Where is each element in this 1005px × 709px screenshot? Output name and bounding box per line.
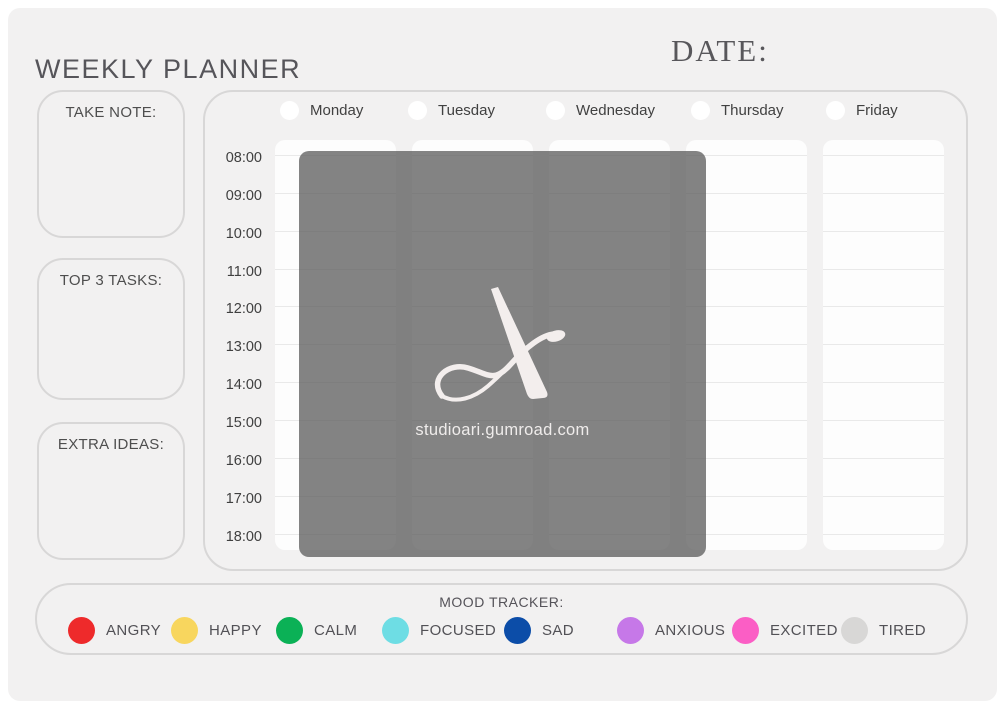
hour-row-line xyxy=(686,382,807,384)
hour-row-line xyxy=(823,192,944,194)
hour-row-line xyxy=(823,155,944,156)
mood-label: FOCUSED xyxy=(420,622,497,639)
sidebar-box-take-note[interactable]: TAKE NOTE: xyxy=(37,90,185,238)
time-label: 15:00 xyxy=(225,414,262,431)
hour-row-line xyxy=(823,382,944,384)
hour-row-line xyxy=(686,306,807,308)
mood-label: SAD xyxy=(542,622,575,639)
mood-item-anxious: ANXIOUS xyxy=(617,617,725,644)
day-label: Thursday xyxy=(721,102,784,119)
sidebar-box-label: TOP 3 TASKS: xyxy=(59,272,163,289)
hour-row-line xyxy=(823,533,944,535)
time-label: 18:00 xyxy=(225,528,262,545)
mood-dot-calm[interactable] xyxy=(276,617,303,644)
time-label: 11:00 xyxy=(226,263,262,280)
mood-label: ANXIOUS xyxy=(655,622,726,639)
hour-row-line xyxy=(823,268,944,270)
hour-row-line xyxy=(823,457,944,459)
mood-dot-focused[interactable] xyxy=(382,617,409,644)
hour-row-line xyxy=(823,344,944,346)
day-label: Monday xyxy=(310,102,364,119)
day-header-wednesday: Wednesday xyxy=(546,101,655,120)
date-label: DATE: xyxy=(671,33,769,68)
page-title: WEEKLY PLANNER xyxy=(35,54,302,85)
hour-row-line xyxy=(686,419,807,421)
mood-dot-excited[interactable] xyxy=(732,617,759,644)
mood-label: HAPPY xyxy=(209,622,262,639)
mood-label: CALM xyxy=(314,622,358,639)
hour-row-line xyxy=(823,419,944,421)
hour-row-line xyxy=(823,306,944,308)
day-header-tuesday: Tuesday xyxy=(408,101,495,120)
day-checkbox-circle[interactable] xyxy=(691,101,710,120)
sidebar-box-extra-ideas[interactable]: EXTRA IDEAS: xyxy=(37,422,185,560)
day-checkbox-circle[interactable] xyxy=(826,101,845,120)
mood-tracker: MOOD TRACKER: ANGRY HAPPY CALM FOCUSED SAD AN… xyxy=(35,583,968,655)
mood-dot-anxious[interactable] xyxy=(617,617,644,644)
mood-dot-happy[interactable] xyxy=(171,617,198,644)
day-header-monday: Monday xyxy=(280,101,363,120)
sidebar-box-label: TAKE NOTE: xyxy=(65,104,157,121)
day-label: Tuesday xyxy=(438,102,495,119)
mood-item-angry: ANGRY xyxy=(68,617,161,644)
mood-label: EXCITED xyxy=(770,622,838,639)
mood-item-tired: TIRED xyxy=(841,617,926,644)
schedule-panel xyxy=(203,90,968,571)
time-label: 08:00 xyxy=(225,150,262,166)
watermark-overlay: studioari.gumroad.com xyxy=(299,151,706,557)
hour-row-line xyxy=(686,533,807,535)
hour-row-line xyxy=(686,230,807,232)
time-label: 14:00 xyxy=(225,377,262,394)
mood-dot-angry[interactable] xyxy=(68,617,95,644)
mood-item-excited: EXCITED xyxy=(732,617,838,644)
hour-row-line xyxy=(686,268,807,270)
mood-item-happy: HAPPY xyxy=(171,617,262,644)
day-checkbox-circle[interactable] xyxy=(408,101,427,120)
hour-row-line xyxy=(686,192,807,194)
mood-item-sad: SAD xyxy=(504,617,574,644)
mood-tracker-title: MOOD TRACKER: xyxy=(439,594,564,610)
time-label: 12:00 xyxy=(225,301,262,318)
studio-ari-logo-icon xyxy=(434,287,566,402)
time-label: 13:00 xyxy=(225,339,262,356)
day-column-friday[interactable] xyxy=(823,140,944,550)
hour-row-line xyxy=(686,155,807,156)
mood-label: TIRED xyxy=(879,622,926,639)
time-label: 16:00 xyxy=(225,452,262,469)
hour-row-line xyxy=(823,230,944,232)
day-header-thursday: Thursday xyxy=(691,101,784,120)
time-label: 10:00 xyxy=(225,225,262,242)
mood-dot-sad[interactable] xyxy=(504,617,531,644)
hour-row-line xyxy=(686,457,807,459)
mood-label: ANGRY xyxy=(106,622,162,639)
sidebar-box-top-3-tasks[interactable]: TOP 3 TASKS: xyxy=(37,258,185,400)
hour-row-line xyxy=(686,495,807,497)
day-column-thursday[interactable] xyxy=(686,140,807,550)
mood-item-calm: CALM xyxy=(276,617,357,644)
hour-row-line xyxy=(823,495,944,497)
mood-item-focused: FOCUSED xyxy=(382,617,496,644)
sidebar-box-label: EXTRA IDEAS: xyxy=(57,436,165,453)
day-label: Friday xyxy=(856,102,898,119)
time-label: 09:00 xyxy=(225,187,262,204)
mood-dot-tired[interactable] xyxy=(841,617,868,644)
day-label: Wednesday xyxy=(576,102,655,119)
hour-row-line xyxy=(686,344,807,346)
watermark-url: studioari.gumroad.com xyxy=(415,421,590,439)
day-checkbox-circle[interactable] xyxy=(546,101,565,120)
day-header-friday: Friday xyxy=(826,101,898,120)
day-checkbox-circle[interactable] xyxy=(280,101,299,120)
time-label: 17:00 xyxy=(225,490,262,507)
